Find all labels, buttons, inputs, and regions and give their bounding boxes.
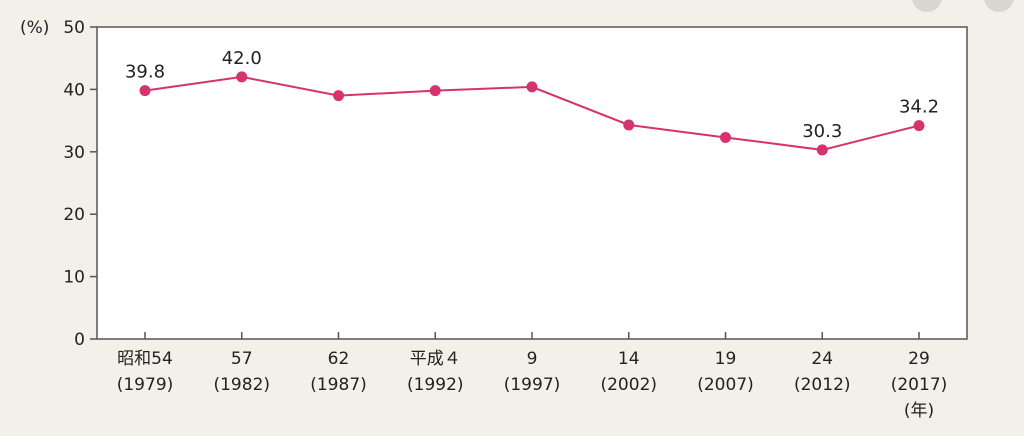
- y-tick-label: 50: [63, 18, 85, 38]
- x-tick-label-year: (1997): [504, 375, 561, 395]
- data-point: [623, 119, 635, 131]
- x-tick-label-era: 57: [231, 349, 253, 369]
- data-point: [333, 90, 344, 102]
- x-tick-label-year: (1979): [117, 375, 174, 395]
- y-axis: 0 10 20 30 40 50: [63, 18, 97, 350]
- data-points: [139, 71, 925, 156]
- x-tick-label-era: 平成４: [410, 349, 461, 369]
- x-tick-label-era: 9: [527, 349, 538, 369]
- x-tick-label-era: 29: [908, 349, 930, 369]
- plot-area: [96, 26, 968, 340]
- data-label: 34.2: [899, 97, 939, 118]
- data-labels: 39.8 42.0 30.3 34.2: [125, 48, 939, 142]
- data-point: [913, 120, 925, 132]
- x-tick-label-era: 昭和54: [117, 349, 173, 369]
- data-label: 30.3: [802, 121, 842, 142]
- corner-decoration-left: [912, 0, 942, 12]
- data-point: [236, 71, 248, 83]
- x-tick-label-era: 14: [618, 349, 640, 369]
- x-tick-label-era: 62: [328, 349, 350, 369]
- x-axis: 昭和54 (1979) 57 (1982) 62 (1987) 平成４ (1992) 9 (199…: [117, 332, 948, 395]
- data-point: [816, 144, 828, 156]
- x-tick-label-year: (2012): [794, 375, 851, 395]
- y-tick-label: 0: [74, 330, 85, 350]
- data-label: 42.0: [222, 48, 262, 69]
- data-point: [429, 85, 441, 97]
- x-tick-label-year: (2007): [697, 375, 754, 395]
- x-tick-label-year: (1992): [407, 375, 464, 395]
- x-tick-label-year: (1987): [310, 375, 367, 395]
- data-point: [139, 85, 151, 97]
- y-tick-label: 10: [63, 268, 85, 288]
- y-tick-label: 40: [63, 80, 85, 100]
- x-tick-label-year: (1982): [213, 375, 270, 395]
- y-unit-label: (%): [20, 18, 49, 38]
- x-tick-label-era: 24: [811, 349, 833, 369]
- x-tick-label-era: 19: [715, 349, 737, 369]
- x-tick-label-year: (2002): [600, 375, 657, 395]
- data-point: [526, 81, 538, 93]
- y-tick-label: 30: [63, 143, 85, 163]
- corner-decoration-right: [984, 0, 1014, 12]
- data-point: [720, 131, 731, 143]
- y-tick-label: 20: [63, 205, 85, 225]
- data-label: 39.8: [125, 62, 165, 83]
- x-tick-label-year: (2017): [891, 375, 948, 395]
- x-unit-label: (年): [904, 401, 934, 421]
